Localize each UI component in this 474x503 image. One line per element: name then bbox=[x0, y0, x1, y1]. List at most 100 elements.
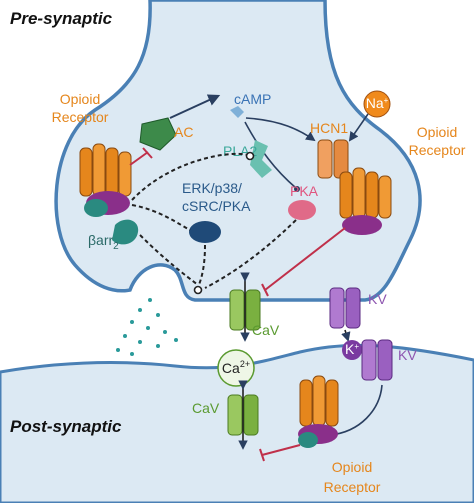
signal-path bbox=[131, 152, 249, 201]
protein-label: PKA bbox=[290, 183, 319, 199]
ion bbox=[217, 349, 255, 387]
channel-subunit bbox=[243, 394, 259, 436]
ion-label: K+ bbox=[345, 341, 359, 357]
inhibition bbox=[261, 283, 269, 297]
channel-subunit bbox=[361, 339, 377, 381]
label-line: Receptor bbox=[52, 109, 109, 125]
region-label: Post-synaptic bbox=[10, 417, 122, 436]
ion-symbol: K bbox=[345, 341, 355, 357]
helix bbox=[92, 143, 106, 197]
inhibition bbox=[142, 147, 153, 159]
protein-label: CaV bbox=[252, 322, 280, 338]
helix bbox=[312, 375, 326, 427]
opioid-receptor bbox=[298, 375, 339, 448]
label-base: βarr bbox=[88, 232, 114, 248]
dot bbox=[138, 308, 142, 312]
channel-subunit bbox=[317, 139, 333, 179]
arrow bbox=[348, 113, 369, 142]
inhibition bbox=[261, 444, 301, 456]
g-protein bbox=[84, 199, 108, 217]
pre-synaptic-terminal bbox=[54, 0, 422, 302]
neurotransmitter bbox=[116, 298, 178, 356]
ion-charge: + bbox=[354, 342, 359, 351]
ion bbox=[363, 90, 391, 118]
dot bbox=[148, 298, 152, 302]
path-end bbox=[193, 285, 203, 295]
signal-path bbox=[329, 384, 383, 436]
helix bbox=[352, 167, 366, 219]
signal-path bbox=[204, 219, 297, 289]
dot bbox=[146, 326, 150, 330]
protein-label: ERK/p38/cSRC/PKA bbox=[182, 180, 251, 214]
channel-subunit bbox=[345, 287, 361, 329]
protein-label: KV bbox=[368, 291, 387, 307]
erk-protein bbox=[189, 221, 221, 243]
dot bbox=[163, 330, 167, 334]
label-line: Opioid bbox=[60, 91, 100, 107]
dot bbox=[130, 320, 134, 324]
inhibition bbox=[264, 227, 346, 291]
adenylyl-cyclase bbox=[139, 117, 177, 151]
dot bbox=[123, 334, 127, 338]
helix bbox=[118, 151, 132, 197]
helix bbox=[365, 171, 379, 219]
g-protein bbox=[342, 215, 382, 235]
channel-subunit bbox=[377, 339, 393, 381]
receptor-label: Opioid Receptor bbox=[52, 91, 109, 125]
label-subscript: 2 bbox=[113, 241, 119, 252]
label-line: Receptor bbox=[409, 142, 466, 158]
channel-subunit bbox=[229, 289, 245, 331]
arrow bbox=[245, 117, 316, 142]
beta-arrestin bbox=[112, 219, 139, 245]
arrow-end bbox=[294, 186, 300, 192]
ion-symbol: Na bbox=[366, 95, 384, 111]
path-end bbox=[245, 151, 255, 161]
camp-molecule bbox=[230, 106, 244, 118]
helix bbox=[79, 147, 93, 197]
arrow bbox=[341, 329, 351, 342]
region-label: Pre-synaptic bbox=[10, 9, 113, 28]
helix bbox=[339, 171, 353, 219]
dot bbox=[174, 338, 178, 342]
signal-path bbox=[139, 234, 199, 286]
dot bbox=[156, 313, 160, 317]
signal-path bbox=[131, 204, 191, 231]
ion-charge: 2+ bbox=[240, 359, 250, 369]
pka-protein bbox=[288, 200, 316, 220]
dot bbox=[130, 352, 134, 356]
helix bbox=[378, 175, 392, 219]
opioid-receptor bbox=[339, 167, 392, 235]
kv-channel bbox=[361, 339, 393, 381]
channel-subunit bbox=[329, 287, 345, 329]
arrow bbox=[169, 94, 221, 119]
protein-label: βarr2 bbox=[88, 232, 119, 252]
ion-label: Na+ bbox=[366, 95, 389, 111]
protein-label: KV bbox=[398, 347, 417, 363]
opioid-receptor bbox=[79, 143, 132, 217]
channel-subunit bbox=[227, 394, 243, 436]
ion-symbol: Ca bbox=[222, 360, 240, 376]
protein-label: HCN1 bbox=[310, 120, 348, 136]
receptor-label: Opioid Receptor bbox=[324, 459, 381, 495]
receptor-label: Opioid Receptor bbox=[409, 124, 466, 158]
protein-label: AC bbox=[174, 124, 193, 140]
inhibition bbox=[259, 448, 265, 462]
dot bbox=[138, 340, 142, 344]
g-protein bbox=[298, 432, 318, 448]
molecule-label: cAMP bbox=[234, 91, 271, 107]
protein-label: CaV bbox=[192, 400, 220, 416]
helix bbox=[299, 379, 313, 427]
helix bbox=[325, 379, 339, 427]
dot bbox=[116, 348, 120, 352]
ion bbox=[342, 340, 362, 360]
kv-channel bbox=[329, 287, 361, 329]
label-line: Receptor bbox=[324, 479, 381, 495]
helix bbox=[105, 147, 119, 197]
arrow bbox=[244, 121, 297, 189]
dot bbox=[156, 344, 160, 348]
pla2-protein bbox=[250, 140, 272, 178]
ion-charge: + bbox=[384, 96, 389, 105]
label-line: cSRC/PKA bbox=[182, 198, 251, 214]
label-line: ERK/p38/ bbox=[182, 180, 242, 196]
label-line: Opioid bbox=[332, 459, 372, 475]
